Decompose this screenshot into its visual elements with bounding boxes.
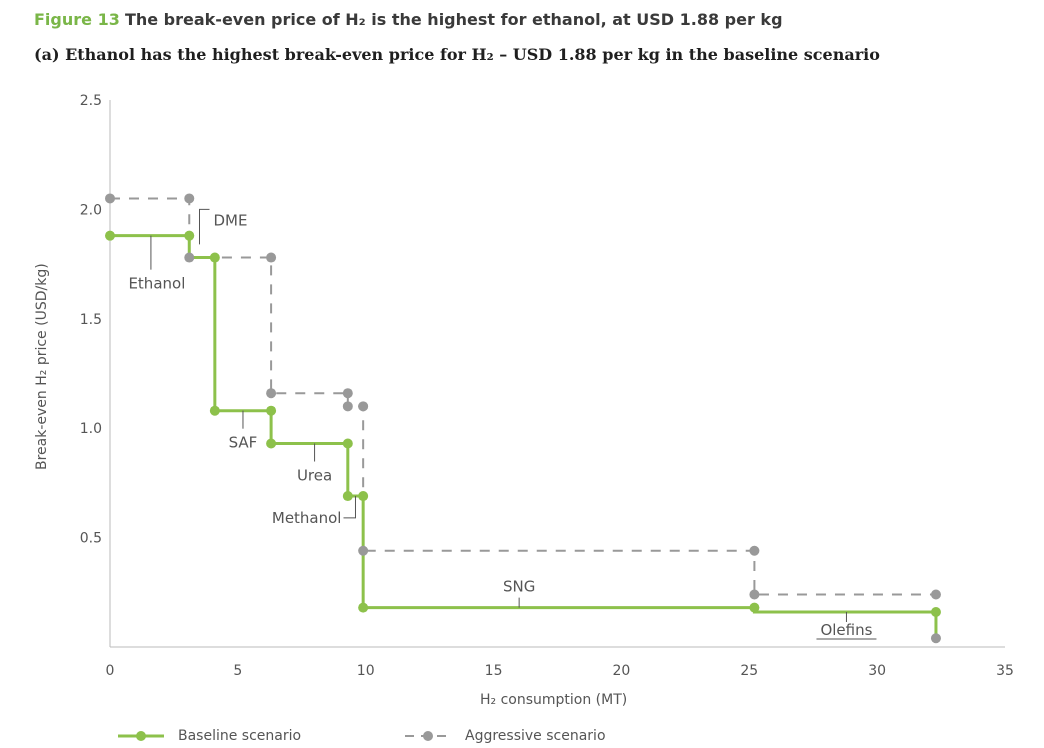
y-tick-label: 0.5	[80, 531, 102, 547]
aggressive-point	[930, 633, 941, 644]
y-tick-label: 2.5	[80, 93, 102, 109]
aggressive-point	[749, 545, 760, 556]
legend-aggressive-swatch	[405, 731, 451, 741]
aggressive-scenario-line	[110, 197, 937, 639]
figure-number: Figure 13	[34, 10, 120, 29]
annotation-saf: SAF	[229, 434, 258, 452]
x-tick-label: 0	[106, 663, 115, 679]
aggressive-point	[266, 388, 277, 399]
figure-title: Figure 13 The break-even price of H₂ is …	[34, 10, 783, 29]
aggressive-point	[266, 252, 277, 263]
x-tick-label: 25	[740, 663, 758, 679]
baseline-point	[358, 602, 369, 613]
baseline-point	[266, 438, 277, 449]
aggressive-point	[342, 388, 353, 399]
x-tick-label: 10	[357, 663, 375, 679]
annotation-dme-leader	[199, 208, 210, 245]
annotation-dme: DME	[214, 211, 248, 229]
baseline-point	[209, 405, 220, 416]
legend-baseline-swatch	[118, 731, 164, 741]
aggressive-point	[105, 193, 115, 204]
legend-baseline: Baseline scenario	[118, 728, 301, 744]
annotation-ethanol: Ethanol	[128, 275, 185, 293]
aggressive-point	[184, 193, 195, 204]
y-tick-label: 2.0	[80, 202, 102, 218]
x-tick-label: 35	[996, 663, 1014, 679]
figure-title-text: The break-even price of H₂ is the highes…	[124, 10, 783, 29]
x-tick-label: 5	[233, 663, 242, 679]
annotation-olefins: Olefins	[820, 621, 872, 639]
baseline-point	[749, 602, 760, 613]
legend-baseline-label: Baseline scenario	[178, 728, 302, 744]
baseline-point	[184, 230, 195, 241]
baseline-point	[266, 405, 277, 416]
annotation-methanol-leader	[343, 496, 356, 519]
legend-aggressive: Aggressive scenario	[405, 728, 606, 744]
x-tick-label: 15	[485, 663, 503, 679]
x-tick-label: 30	[868, 663, 886, 679]
aggressive-point	[184, 252, 195, 263]
x-axis-title: H₂ consumption (MT)	[480, 692, 628, 708]
legend-aggressive-label: Aggressive scenario	[465, 728, 606, 744]
aggressive-point	[342, 401, 353, 412]
y-tick-label: 1.5	[80, 312, 102, 328]
y-tick-label: 1.0	[80, 421, 102, 437]
aggressive-point	[358, 401, 369, 412]
baseline-point	[105, 230, 115, 241]
baseline-point	[342, 491, 353, 502]
annotation-sng: SNG	[503, 578, 535, 596]
baseline-point	[930, 606, 941, 617]
aggressive-point	[358, 545, 369, 556]
aggressive-point	[930, 589, 941, 600]
baseline-point	[358, 491, 369, 502]
x-tick-label: 20	[613, 663, 631, 679]
baseline-point	[209, 252, 220, 263]
annotation-methanol: Methanol	[272, 509, 342, 527]
aggressive-point	[749, 589, 760, 600]
chart-subtitle: (a) Ethanol has the highest break-even p…	[34, 45, 880, 64]
annotation-urea: Urea	[297, 467, 332, 485]
baseline-point	[342, 438, 353, 449]
